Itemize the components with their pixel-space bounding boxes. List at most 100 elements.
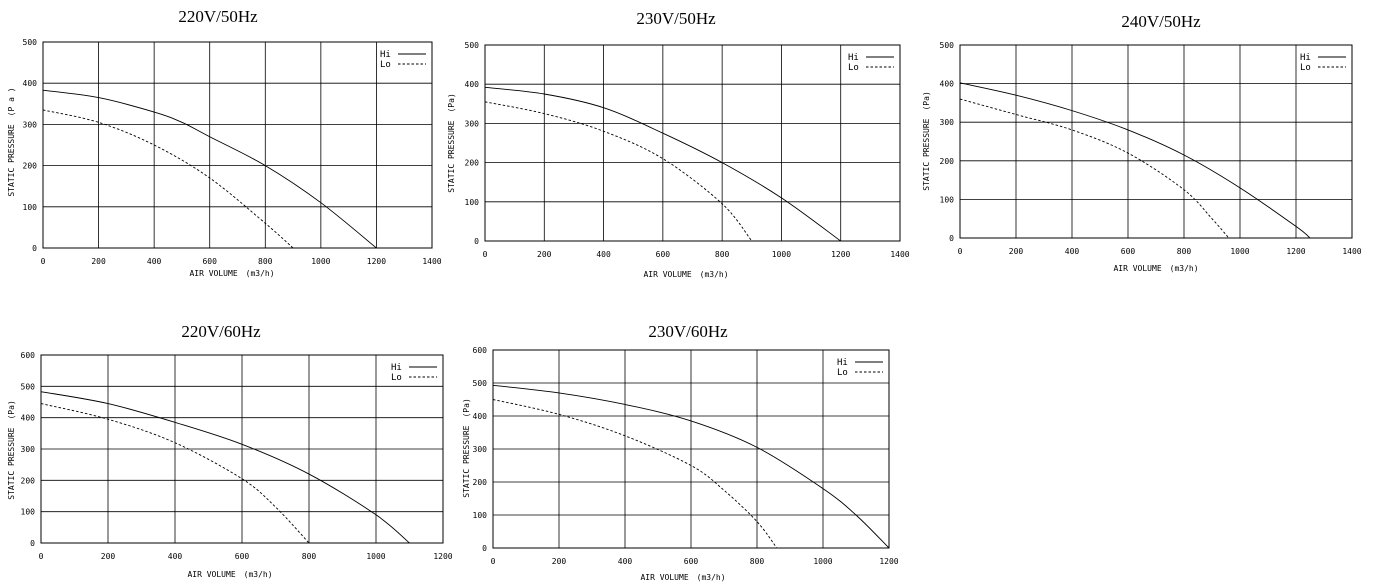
x-tick-label: 1200 [367, 257, 386, 266]
y-tick-label: 400 [21, 414, 36, 423]
chart-svg: 240V/50Hz 0 200 400 600 800 1000 1200 1400 0 100 20… [922, 12, 1362, 273]
grid-lines [484, 44, 901, 242]
x-tick-label: 600 [235, 552, 250, 561]
chart-svg: 220V/50Hz 0 200 400 600 800 1000 1200 1400 0 100 20… [7, 7, 442, 278]
chart-title: 220V/50Hz [178, 7, 258, 26]
y-tick-label: 200 [940, 157, 955, 166]
grid-lines [492, 349, 890, 549]
series-line-lo [959, 98, 1230, 239]
series-line-lo [492, 399, 778, 549]
y-axis-label: STATIC PRESSURE (P a ) [7, 87, 16, 196]
grid-lines [40, 354, 444, 544]
y-tick-label: 100 [465, 198, 480, 207]
y-tick-label: 200 [473, 478, 488, 487]
x-axis-label: AIR VOLUME (m3/h) [643, 270, 728, 279]
x-tick-label: 800 [302, 552, 317, 561]
x-tick-label: 1000 [1230, 247, 1249, 256]
x-tick-label: 800 [750, 557, 765, 566]
y-tick-label: 100 [21, 508, 36, 517]
x-tick-label: 1200 [433, 552, 452, 561]
x-tick-label: 0 [483, 250, 488, 259]
y-tick-label: 400 [473, 412, 488, 421]
legend-label-lo: Lo [837, 368, 848, 378]
x-tick-label: 600 [656, 250, 671, 259]
x-tick-label: 600 [684, 557, 699, 566]
y-tick-label: 400 [940, 80, 955, 89]
y-tick-label: 200 [465, 159, 480, 168]
x-axis-label: AIR VOLUME (m3/h) [1113, 264, 1198, 273]
legend-label-lo: Lo [1300, 63, 1311, 73]
chart-title: 230V/50Hz [636, 9, 716, 28]
y-tick-label: 100 [473, 511, 488, 520]
x-tick-label: 0 [491, 557, 496, 566]
y-tick-label: 300 [21, 445, 36, 454]
y-tick-label: 300 [473, 445, 488, 454]
x-tick-label: 0 [958, 247, 963, 256]
series-line-hi [492, 384, 890, 549]
y-tick-label: 0 [30, 539, 35, 548]
y-axis-label: STATIC PRESSURE (Pa) [447, 93, 456, 193]
y-axis-label: STATIC PRESSURE (Pa) [462, 398, 471, 498]
x-tick-label: 200 [91, 257, 106, 266]
legend-label-lo: Lo [380, 60, 391, 70]
x-tick-label: 1400 [422, 257, 441, 266]
x-tick-label: 1400 [1342, 247, 1361, 256]
x-tick-label: 400 [147, 257, 162, 266]
x-tick-label: 400 [168, 552, 183, 561]
x-tick-label: 0 [41, 257, 46, 266]
chart-panel-3: 220V/60Hz 0 200 400 600 800 1000 1200 0 100 200 300… [0, 295, 460, 587]
series-line-hi [42, 89, 377, 249]
chart-panel-4: 230V/60Hz 0 200 400 600 800 1000 1200 0 100 200 300… [455, 295, 915, 587]
x-tick-label: 1200 [831, 250, 850, 259]
legend-label-lo: Lo [391, 373, 402, 383]
plot-frame [40, 354, 444, 544]
legend-label-hi: Hi [380, 50, 391, 60]
x-axis-label: AIR VOLUME (m3/h) [189, 269, 274, 278]
plot-frame [484, 44, 901, 242]
x-tick-label: 400 [618, 557, 633, 566]
x-axis-label: AIR VOLUME (m3/h) [187, 570, 272, 579]
y-tick-label: 0 [949, 234, 954, 243]
x-tick-label: 1000 [311, 257, 330, 266]
y-tick-label: 500 [473, 379, 488, 388]
y-axis-label: STATIC PRESSURE (Pa) [7, 400, 16, 500]
y-tick-label: 400 [23, 79, 38, 88]
y-tick-label: 100 [940, 195, 955, 204]
x-tick-label: 1000 [366, 552, 385, 561]
plot-frame [42, 41, 433, 249]
y-tick-label: 200 [23, 162, 38, 171]
x-tick-label: 200 [101, 552, 116, 561]
chart-svg: 230V/50Hz 0 200 400 600 800 1000 1200 1400 0 100 20… [447, 9, 910, 279]
chart-panel-1: 230V/50Hz 0 200 400 600 800 1000 1200 1400 0 100 20… [440, 0, 920, 290]
chart-title: 220V/60Hz [181, 322, 261, 341]
x-tick-label: 800 [715, 250, 730, 259]
series-line-hi [959, 82, 1311, 239]
chart-title: 230V/60Hz [648, 322, 728, 341]
y-tick-label: 300 [23, 120, 38, 129]
x-tick-label: 0 [39, 552, 44, 561]
plot-frame [959, 44, 1353, 239]
y-axis-label: STATIC PRESSURE (Pa) [922, 91, 931, 191]
y-tick-label: 200 [21, 476, 36, 485]
x-tick-label: 400 [596, 250, 611, 259]
y-tick-label: 600 [473, 346, 488, 355]
chart-panel-0: 220V/50Hz 0 200 400 600 800 1000 1200 1400 0 100 20… [0, 0, 460, 290]
y-tick-label: 500 [465, 41, 480, 50]
x-tick-label: 800 [258, 257, 273, 266]
legend-label-hi: Hi [848, 53, 859, 63]
chart-title: 240V/50Hz [1121, 12, 1201, 31]
x-tick-label: 1000 [772, 250, 791, 259]
x-tick-label: 200 [552, 557, 567, 566]
grid-lines [42, 41, 433, 249]
y-tick-label: 100 [23, 203, 38, 212]
x-tick-label: 200 [1009, 247, 1024, 256]
x-tick-label: 200 [537, 250, 552, 259]
x-tick-label: 1000 [813, 557, 832, 566]
series-line-hi [484, 86, 841, 242]
x-tick-label: 1400 [890, 250, 909, 259]
